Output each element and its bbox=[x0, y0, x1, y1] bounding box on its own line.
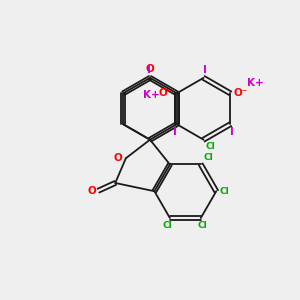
Text: I: I bbox=[173, 127, 177, 136]
Text: K+: K+ bbox=[143, 90, 160, 100]
Text: I: I bbox=[203, 65, 207, 75]
Text: I: I bbox=[147, 65, 151, 75]
Text: O: O bbox=[114, 153, 122, 163]
Text: I: I bbox=[230, 127, 234, 136]
Text: K+: K+ bbox=[247, 78, 264, 88]
Text: Cl: Cl bbox=[205, 142, 215, 151]
Text: O⁻: O⁻ bbox=[159, 88, 173, 98]
Text: Cl: Cl bbox=[197, 221, 207, 230]
Text: Cl: Cl bbox=[203, 152, 213, 161]
Text: O⁻: O⁻ bbox=[234, 88, 248, 98]
Text: Cl: Cl bbox=[219, 187, 229, 196]
Text: O: O bbox=[146, 64, 154, 74]
Text: O: O bbox=[87, 186, 96, 196]
Text: Cl: Cl bbox=[162, 221, 172, 230]
